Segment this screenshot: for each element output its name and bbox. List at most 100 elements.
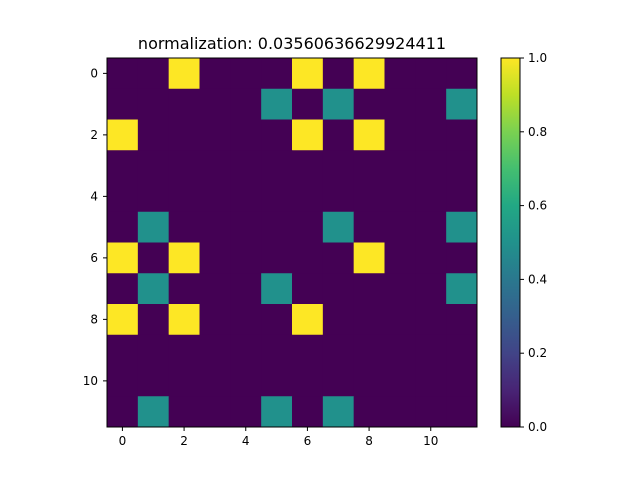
heatmap-cell	[137, 150, 170, 182]
heatmap-cell	[168, 119, 200, 151]
heatmap-cell	[384, 181, 416, 213]
heatmap-cell	[230, 273, 262, 305]
y-tick-label: 10	[83, 374, 98, 388]
heatmap-cell	[107, 365, 139, 397]
heatmap-cell	[230, 88, 262, 120]
heatmap-cell	[230, 365, 262, 397]
heatmap-cell	[353, 396, 385, 428]
heatmap-cell	[137, 119, 170, 151]
heatmap-cell	[261, 58, 293, 90]
heatmap-cell	[322, 304, 355, 336]
heatmap-cell	[353, 365, 385, 397]
heatmap-cell	[415, 211, 447, 243]
heatmap-cell	[199, 396, 231, 428]
heatmap-cell	[322, 242, 355, 274]
heatmap-cell	[322, 273, 355, 305]
heatmap-cell	[322, 365, 355, 397]
heatmap-cell	[415, 150, 447, 182]
heatmap-cell	[199, 304, 231, 336]
heatmap-cell	[292, 88, 324, 120]
heatmap-cell	[292, 211, 324, 243]
heatmap-cell	[384, 88, 416, 120]
heatmap-cell	[137, 304, 170, 336]
heatmap-cell	[168, 273, 200, 305]
heatmap-cell	[292, 242, 324, 274]
heatmap-cell	[230, 211, 262, 243]
heatmap-cell	[107, 119, 139, 151]
heatmap-cell	[261, 242, 293, 274]
heatmap-cell	[168, 88, 200, 120]
heatmap-cell	[292, 273, 324, 305]
heatmap-cell	[384, 211, 416, 243]
colorbar-tick-label: 0.2	[528, 346, 547, 360]
heatmap-cell	[353, 242, 385, 274]
heatmap-cell	[415, 58, 447, 90]
heatmap-cell	[168, 396, 200, 428]
x-tick-label: 10	[423, 434, 438, 448]
heatmap-cell	[137, 181, 170, 213]
heatmap-cell	[137, 211, 170, 243]
colorbar-axis: 0.0 0.2 0.4 0.6 0.8 1.0	[520, 51, 547, 434]
heatmap-cell	[137, 273, 170, 305]
heatmap-cell	[446, 304, 478, 336]
heatmap-cell	[353, 58, 385, 90]
heatmap-cell	[353, 181, 385, 213]
heatmap-cell	[384, 334, 416, 366]
heatmap-cell	[107, 88, 139, 120]
heatmap-cell	[384, 273, 416, 305]
heatmap-cell	[107, 58, 139, 90]
heatmap-cell	[107, 150, 139, 182]
heatmap-cell	[446, 273, 478, 305]
heatmap-cell	[230, 58, 262, 90]
heatmap-cell	[199, 242, 231, 274]
heatmap-cell	[384, 304, 416, 336]
heatmap-cell	[446, 396, 478, 428]
heatmap-cell	[199, 119, 231, 151]
x-tick-label: 8	[365, 434, 373, 448]
heatmap-cell	[446, 181, 478, 213]
heatmap-cell	[261, 88, 293, 120]
heatmap-cell	[415, 273, 447, 305]
heatmap-cell	[230, 396, 262, 428]
heatmap-cell	[292, 119, 324, 151]
heatmap-cell	[230, 181, 262, 213]
heatmap-cell	[322, 211, 355, 243]
heatmap-cell	[199, 273, 231, 305]
heatmap-cell	[168, 211, 200, 243]
y-axis: 0 2 4 6 8 10	[83, 66, 107, 388]
heatmap-cell	[415, 396, 447, 428]
heatmap-cell	[261, 211, 293, 243]
colorbar-tick-label: 0.0	[528, 420, 547, 434]
heatmap-cell	[230, 334, 262, 366]
heatmap-cell	[168, 304, 200, 336]
heatmap-cell	[199, 58, 231, 90]
heatmap-cells	[107, 58, 478, 428]
x-tick-label: 2	[180, 434, 188, 448]
x-tick-label: 4	[242, 434, 250, 448]
heatmap-cell	[199, 150, 231, 182]
heatmap-cell	[415, 334, 447, 366]
heatmap-cell	[261, 396, 293, 428]
heatmap-cell	[446, 88, 478, 120]
heatmap-cell	[199, 181, 231, 213]
heatmap-cell	[353, 334, 385, 366]
heatmap-cell	[137, 396, 170, 428]
heatmap-cell	[446, 242, 478, 274]
heatmap-cell	[384, 150, 416, 182]
plot-frame	[106, 57, 478, 428]
heatmap-cell	[168, 150, 200, 182]
heatmap-cell	[199, 88, 231, 120]
heatmap-cell	[261, 273, 293, 305]
heatmap-cell	[384, 119, 416, 151]
x-tick-label: 6	[304, 434, 312, 448]
heatmap-cell	[415, 181, 447, 213]
y-tick-label: 4	[90, 189, 98, 203]
heatmap-cell	[446, 150, 478, 182]
heatmap-cell	[322, 334, 355, 366]
heatmap-cell	[137, 58, 170, 90]
heatmap-cell	[230, 150, 262, 182]
heatmap-cell	[137, 334, 170, 366]
heatmap-cell	[446, 334, 478, 366]
y-tick-label: 8	[90, 312, 98, 326]
